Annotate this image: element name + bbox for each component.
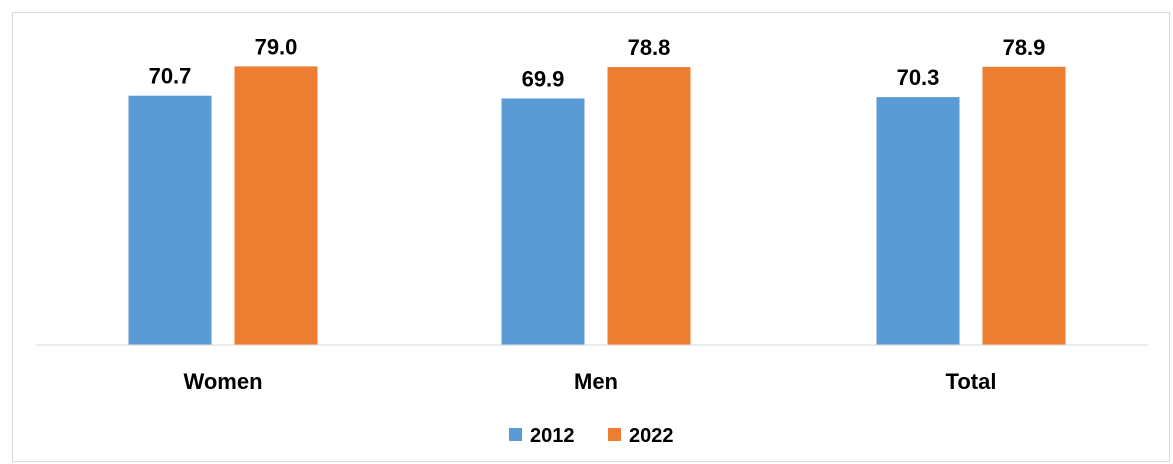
category-label-women: Women xyxy=(183,369,262,394)
legend-label-2012: 2012 xyxy=(530,425,575,447)
category-label-men: Men xyxy=(574,369,618,394)
bar-2022-men xyxy=(607,67,691,345)
data-label-2022-men: 78.8 xyxy=(628,35,671,60)
data-label-2022-total: 78.9 xyxy=(1003,35,1046,60)
bar-2022-total xyxy=(982,66,1066,346)
legend: 2012 2022 xyxy=(509,425,674,447)
legend-label-2022: 2022 xyxy=(629,425,674,447)
bars-layer xyxy=(128,66,1066,346)
data-label-2012-men: 69.9 xyxy=(522,67,565,92)
legend-swatch-2012 xyxy=(509,428,522,441)
category-label-total: Total xyxy=(946,369,997,394)
bar-2022-women xyxy=(234,66,318,346)
bar-2012-women xyxy=(128,95,212,345)
data-label-2012-total: 70.3 xyxy=(897,65,940,90)
bar-2012-men xyxy=(501,98,585,345)
data-label-2022-women: 79.0 xyxy=(255,34,298,59)
legend-swatch-2022 xyxy=(608,428,621,441)
data-label-2012-women: 70.7 xyxy=(149,64,192,89)
category-labels: Women Men Total xyxy=(183,369,996,394)
bar-2012-total xyxy=(876,97,960,345)
value-labels: 70.7 69.9 70.3 79.0 78.8 78.9 xyxy=(149,34,1046,91)
